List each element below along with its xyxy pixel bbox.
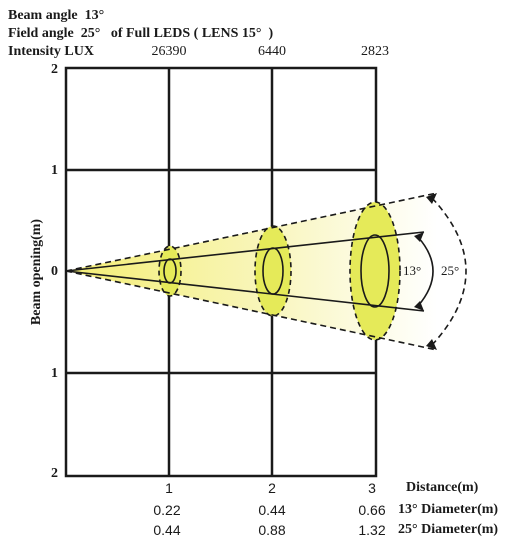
diameter-25-label: 25° Diameter(m) [398, 522, 499, 537]
field-edge-top [65, 192, 438, 272]
field-angle-title: Field angle 25° of Full LEDS ( LENS 15° … [8, 26, 274, 41]
x-tick-label: 3 [368, 480, 376, 496]
beam-angle-arc [414, 232, 434, 311]
lux-value-2m: 6440 [258, 44, 286, 59]
diameter-13-value: 0.44 [258, 502, 286, 518]
beam-spot-3m [360, 234, 390, 308]
field-cone-fill [66, 193, 437, 350]
beam-edge-bottom [65, 270, 425, 312]
field-angle-label: 25° [441, 263, 460, 278]
field-spot-1m [158, 245, 182, 297]
beam-edge-top [65, 231, 425, 272]
beam-angle-label: 13° [403, 263, 422, 278]
cone-lines [65, 192, 438, 351]
y-tick-label: 0 [51, 264, 58, 279]
field-spot-3m [349, 201, 401, 341]
beam-angle-title: Beam angle 13° [8, 8, 105, 23]
y-tick-label: 2 [51, 62, 58, 77]
lux-value-1m: 26390 [151, 44, 187, 59]
intensity-label: Intensity LUX [8, 44, 94, 59]
diameter-13-label: 13° Diameter(m) [398, 502, 499, 517]
field-angle-arc [426, 193, 467, 350]
diameter-13-value: 0.66 [358, 502, 386, 518]
y-tick-label: 1 [51, 366, 58, 381]
y-axis-label: Beam opening(m) [29, 218, 44, 326]
diameter-25-value: 0.44 [153, 522, 181, 538]
diameter-25-value: 0.88 [258, 522, 286, 538]
y-tick-label: 1 [51, 163, 58, 178]
field-spot-2m [254, 225, 292, 317]
x-tick-label: 2 [268, 480, 276, 496]
x-axis-label: Distance(m) [406, 480, 479, 495]
x-tick-label: 1 [165, 480, 173, 496]
diameter-13-value: 0.22 [153, 502, 181, 518]
field-edge-bottom [65, 270, 438, 351]
diameter-25-value: 1.32 [358, 522, 386, 538]
lux-value-3m: 2823 [361, 44, 389, 59]
y-tick-label: 2 [51, 466, 58, 481]
